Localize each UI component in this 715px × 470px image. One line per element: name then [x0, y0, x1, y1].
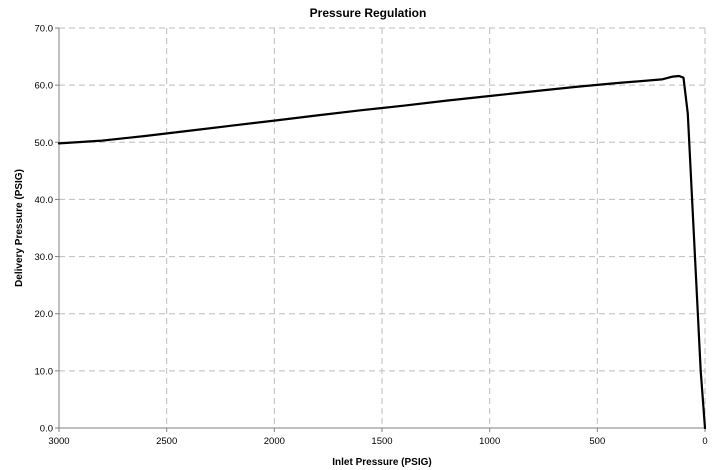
x-tick-label: 1000 — [479, 436, 500, 447]
chart-title: Pressure Regulation — [310, 6, 427, 20]
x-axis-label: Inlet Pressure (PSIG) — [332, 457, 431, 468]
y-tick-label: 50.0 — [35, 138, 54, 149]
x-tick-label: 2000 — [264, 436, 285, 447]
x-axis-ticks: 3000 2500 2000 1500 1000 500 0 — [48, 428, 708, 447]
y-tick-label: 0.0 — [40, 424, 53, 435]
y-tick-label: 60.0 — [35, 81, 54, 92]
series-layer — [57, 74, 707, 430]
x-tick-label: 1500 — [371, 436, 392, 447]
y-tick-label: 20.0 — [35, 309, 54, 320]
y-tick-label: 70.0 — [35, 24, 54, 35]
x-tick-label: 2500 — [156, 436, 177, 447]
x-tick-label: 3000 — [48, 436, 69, 447]
x-tick-label: 500 — [589, 436, 605, 447]
x-tick-label: 0 — [702, 436, 707, 447]
series-line — [57, 74, 707, 430]
y-tick-label: 30.0 — [35, 252, 54, 263]
y-tick-label: 40.0 — [35, 195, 54, 206]
grid-layer — [59, 27, 706, 428]
y-tick-label: 10.0 — [35, 366, 54, 377]
y-axis-label: Delivery Pressure (PSIG) — [14, 169, 25, 287]
y-axis-ticks: 0.0 10.0 20.0 30.0 40.0 50.0 60.0 70.0 — [35, 24, 59, 435]
